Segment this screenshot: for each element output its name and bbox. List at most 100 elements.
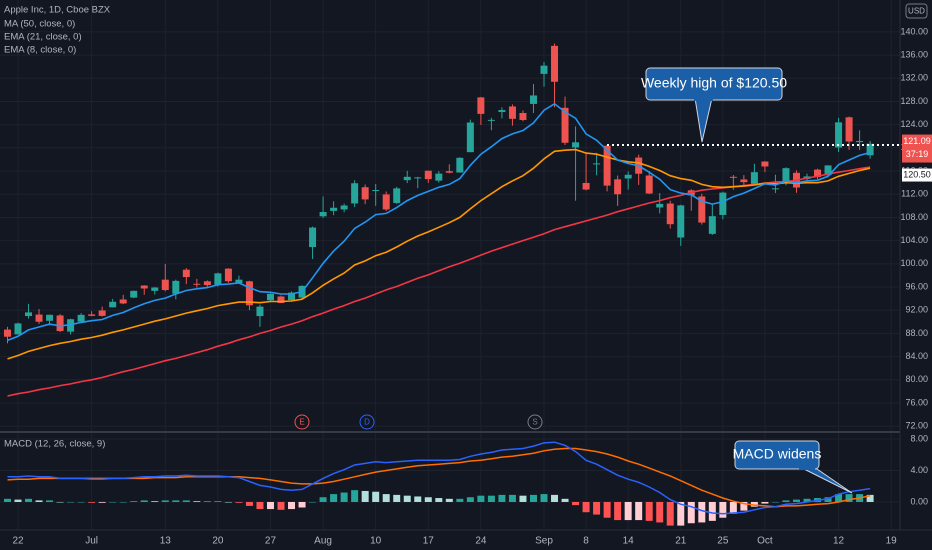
histogram-bar <box>382 494 390 502</box>
histogram-bar <box>266 501 274 510</box>
y-tick-label: 136.00 <box>900 49 928 59</box>
histogram-bar <box>151 501 159 502</box>
candle-body <box>508 106 516 119</box>
level-tag <box>902 168 932 182</box>
histogram-bar <box>519 495 527 502</box>
histogram-bar <box>645 501 653 521</box>
y-tick-label: 128.00 <box>900 96 928 106</box>
currency[interactable]: USD <box>908 7 925 16</box>
annotation-text: MACD widens <box>733 446 822 462</box>
candle-body <box>729 176 737 178</box>
histogram-bar <box>835 494 843 502</box>
candle-body <box>182 269 190 278</box>
x-tick-label: 21 <box>675 536 687 547</box>
x-tick-label: 22 <box>12 536 24 547</box>
annotation-weekly-high: Weekly high of $120.50 <box>641 67 787 143</box>
histogram-bar <box>3 498 11 502</box>
currency-box[interactable] <box>905 3 928 19</box>
histogram-bar <box>319 497 327 502</box>
histogram-bar <box>372 491 380 502</box>
candle-body <box>551 45 559 82</box>
histogram-bar <box>35 500 43 502</box>
candle-body <box>130 290 138 298</box>
callout-joint <box>694 96 713 101</box>
event-marker <box>527 414 543 430</box>
x-tick-label: 25 <box>717 536 729 547</box>
candle-body <box>866 143 874 156</box>
x-tick-label: 24 <box>475 536 487 547</box>
candle-body <box>266 293 274 301</box>
x-tick-label: 10 <box>370 536 382 547</box>
last-price-label: 121.09 <box>903 136 931 146</box>
candle-body <box>708 216 716 234</box>
y-tick-label: 80.00 <box>905 374 928 384</box>
x-tick-label: 14 <box>623 536 635 547</box>
annotation-text: Weekly high of $120.50 <box>641 75 787 91</box>
macd-legend: MACD (12, 26, close, 9) <box>4 439 105 450</box>
histogram-bar <box>687 501 695 524</box>
candle-body <box>603 145 611 186</box>
histogram-bar <box>351 490 359 502</box>
histogram-bar <box>792 499 800 502</box>
candle-body <box>109 301 117 308</box>
event-marker <box>294 414 310 430</box>
x-tick-label: 19 <box>886 536 898 547</box>
plot <box>3 43 874 526</box>
histogram-bar <box>677 501 685 526</box>
y-tick-label: 124.00 <box>900 119 928 129</box>
y-tick-label: 112.00 <box>901 189 928 199</box>
candle-body <box>593 163 601 165</box>
candle-body <box>361 187 369 200</box>
histogram-bar <box>761 501 769 504</box>
histogram-bar <box>508 494 516 502</box>
legend-entry: MA (50, close, 0) <box>4 19 75 30</box>
x-tick-label: Sep <box>535 536 553 547</box>
histogram-bar <box>277 501 285 510</box>
legend-title: Apple Inc, 1D, Cboe BZX <box>4 5 111 16</box>
candle-body <box>77 314 85 322</box>
histogram-bar <box>403 495 411 502</box>
candle-body <box>35 314 43 322</box>
candle-body <box>224 268 232 282</box>
histogram-bar <box>487 495 495 502</box>
y-tick-label: 100.00 <box>900 258 928 268</box>
candle-body <box>119 299 127 304</box>
histogram-bar <box>298 501 306 508</box>
histogram-bar <box>466 497 474 502</box>
histogram-bar <box>498 494 506 502</box>
x-tick-label: 13 <box>160 536 172 547</box>
candle-body <box>14 323 22 335</box>
y-tick-label: 0.00 <box>910 496 928 506</box>
x-tick-label: 12 <box>833 536 845 547</box>
histogram-bar <box>46 500 54 502</box>
histogram-bar <box>309 501 317 503</box>
y-tick-label: 88.00 <box>905 328 928 338</box>
x-tick-label: Jul <box>85 536 98 547</box>
x-tick-label: 17 <box>423 536 435 547</box>
histogram-bar <box>25 498 33 502</box>
last-price-tag <box>902 134 932 163</box>
histogram-bar <box>414 496 422 502</box>
event-label: S <box>532 418 537 427</box>
candle-body <box>382 194 390 210</box>
candle-body <box>140 285 148 289</box>
histogram-bar <box>361 490 369 502</box>
candle-body <box>277 296 285 303</box>
candle-body <box>98 310 106 316</box>
candle-body <box>561 107 569 143</box>
histogram-bar <box>529 494 537 502</box>
histogram-bar <box>771 501 779 503</box>
candle-body <box>761 161 769 167</box>
x-tick-label: 20 <box>212 536 224 547</box>
histogram-bar <box>666 501 674 526</box>
candle-body <box>572 142 580 148</box>
candle-body <box>372 190 380 192</box>
histogram-bar <box>98 501 106 503</box>
event-label: D <box>364 418 370 427</box>
histogram-bar <box>172 500 180 502</box>
event-label: E <box>299 418 304 427</box>
candle-body <box>498 110 506 113</box>
histogram-bar <box>551 494 559 502</box>
histogram-bar <box>614 501 622 521</box>
